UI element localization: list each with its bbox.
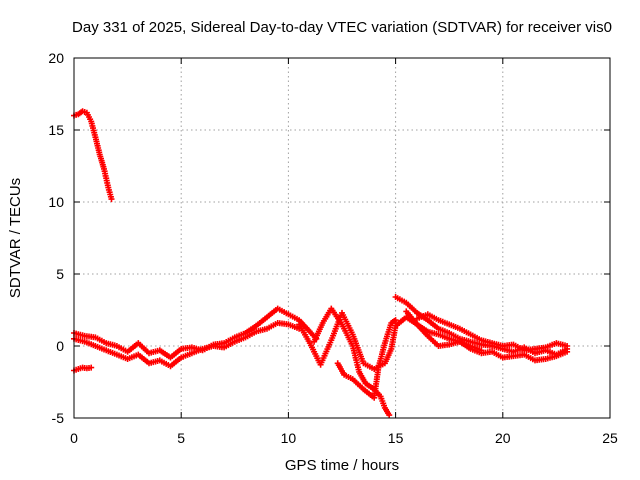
axis-ticks: 0 5 10 15 20 25 -5 0 5 10 15 20 <box>48 50 618 446</box>
y-tick-label: 0 <box>56 338 64 354</box>
y-tick-label: 10 <box>48 194 64 210</box>
x-tick-label: 20 <box>495 430 511 446</box>
plot-frame <box>73 57 611 419</box>
series-track-g <box>403 308 571 364</box>
x-tick-label: 25 <box>602 430 618 446</box>
series-markers <box>71 108 115 203</box>
x-axis-label: GPS time / hours <box>285 457 399 474</box>
series-track-d <box>311 305 393 419</box>
y-tick-label: 5 <box>56 266 64 282</box>
y-tick-label: -5 <box>52 410 65 426</box>
chart-title: Day 331 of 2025, Sidereal Day-to-day VTE… <box>72 19 612 36</box>
series-markers <box>403 308 571 364</box>
series-track-early <box>71 108 115 203</box>
x-tick-label: 0 <box>70 430 78 446</box>
data-series <box>71 108 571 419</box>
series-track-h <box>414 311 571 354</box>
series-markers <box>414 311 571 354</box>
x-tick-label: 10 <box>281 430 297 446</box>
x-tick-label: 5 <box>177 430 185 446</box>
grid <box>74 58 610 418</box>
series-track-b <box>71 320 303 370</box>
y-tick-label: 20 <box>48 50 64 66</box>
y-tick-label: 15 <box>48 122 64 138</box>
series-markers <box>334 317 399 401</box>
series-line <box>313 307 391 417</box>
series-markers <box>311 305 393 419</box>
x-tick-label: 15 <box>388 430 404 446</box>
series-track-e <box>334 317 399 401</box>
y-axis-label: SDTVAR / TECUs <box>7 178 24 298</box>
